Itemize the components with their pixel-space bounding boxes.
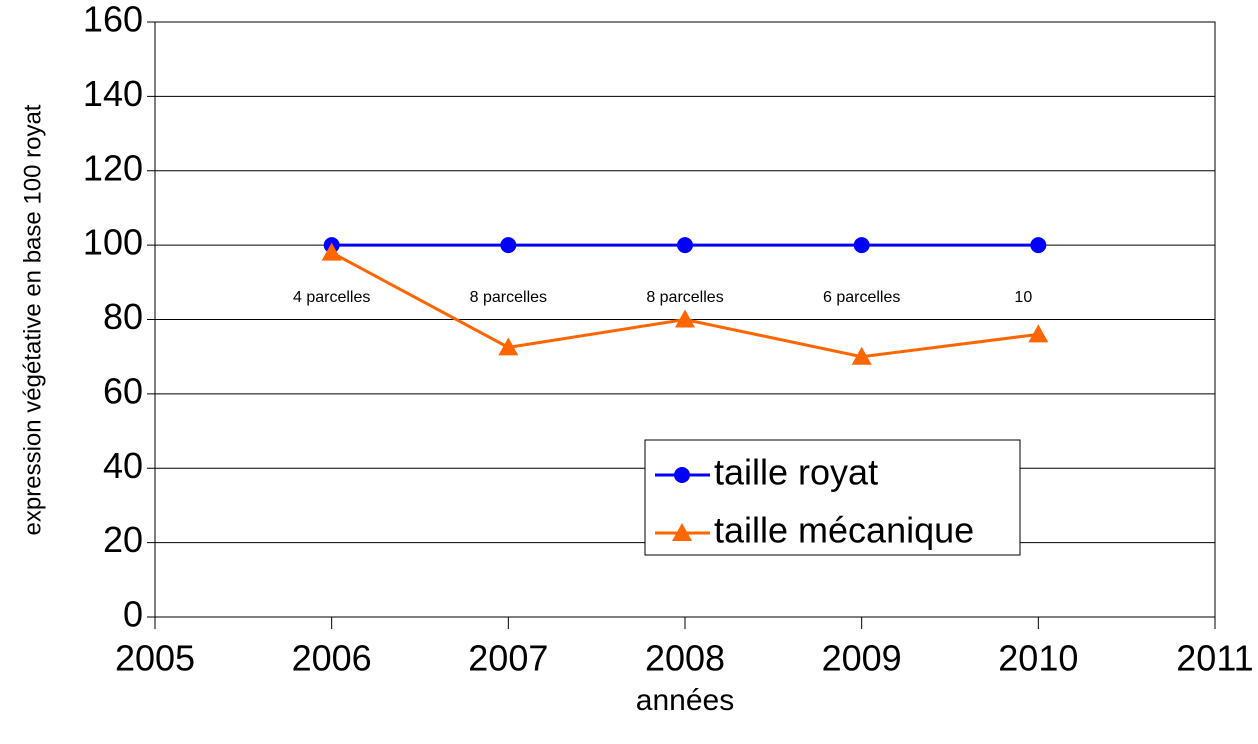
x-axis-label: années <box>636 684 734 717</box>
legend-box <box>644 439 1021 556</box>
x-tick-label: 2009 <box>822 638 902 679</box>
y-tick-label: 60 <box>103 370 143 411</box>
x-tick-label: 2010 <box>998 638 1078 679</box>
annotation: 4 parcelles <box>293 289 370 306</box>
annotation: 6 parcelles <box>823 289 900 306</box>
x-tick-label: 2006 <box>292 638 372 679</box>
marker <box>500 237 517 254</box>
x-tick-label: 2008 <box>645 638 725 679</box>
marker <box>1028 324 1049 343</box>
y-tick-label: 120 <box>83 147 143 188</box>
annotation: 8 parcelles <box>646 289 723 306</box>
y-tick-label: 0 <box>123 594 143 635</box>
marker <box>1030 237 1047 254</box>
marker <box>851 346 872 365</box>
legend: taille royat taille mécanique <box>644 439 1021 556</box>
x-tick-label: 2011 <box>1176 638 1253 679</box>
y-axis-label: expression végétative en base 100 royat <box>19 104 46 535</box>
y-tick-label: 160 <box>83 0 143 40</box>
marker <box>853 237 870 254</box>
legend-label: taille mécanique <box>714 510 974 551</box>
marker <box>677 237 693 254</box>
y-tick-label: 100 <box>83 222 143 263</box>
marker <box>498 337 519 356</box>
x-tick-label: 2005 <box>115 638 195 679</box>
y-tick-label: 80 <box>103 296 143 337</box>
marker <box>674 467 690 483</box>
annotation: 10 <box>1014 289 1032 306</box>
y-tick-label: 20 <box>103 519 143 560</box>
legend-label: taille royat <box>714 452 878 493</box>
marker <box>672 523 692 541</box>
marker <box>675 309 695 328</box>
marker <box>321 242 342 261</box>
x-tick-label: 2007 <box>468 638 548 679</box>
y-tick-label: 140 <box>83 73 143 114</box>
y-tick-label: 40 <box>103 445 143 486</box>
annotation: 8 parcelles <box>470 289 547 306</box>
